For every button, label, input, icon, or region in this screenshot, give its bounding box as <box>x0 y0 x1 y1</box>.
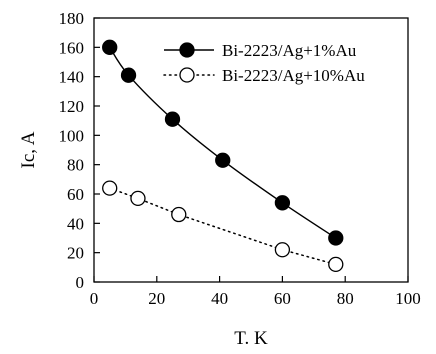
data-point-series-0 <box>164 111 181 127</box>
data-point-series-1 <box>102 180 118 196</box>
data-point-series-0 <box>215 152 231 168</box>
data-point-series-1 <box>130 190 146 207</box>
x-axis-title: T. K <box>234 328 268 349</box>
x-tick-label: 80 <box>337 289 354 308</box>
data-point-series-1 <box>274 242 291 258</box>
y-tick-label: 80 <box>67 156 84 175</box>
legend-label-0: Bi-2223/Ag+1%Au <box>222 41 357 60</box>
data-point-series-1 <box>328 256 344 273</box>
x-tick-label: 100 <box>395 289 421 308</box>
data-point-series-1 <box>171 206 187 223</box>
plot-frame <box>93 17 409 283</box>
series-points <box>102 39 344 273</box>
y-tick-label: 60 <box>67 185 84 204</box>
data-point-series-0 <box>274 195 291 211</box>
y-tick-label: 140 <box>59 68 85 87</box>
legend-marker-0 <box>179 42 195 58</box>
x-tick-label: 60 <box>274 289 291 308</box>
y-tick-label: 40 <box>67 214 84 233</box>
y-tick-label: 160 <box>59 38 85 57</box>
legend-marker-1 <box>179 67 195 83</box>
x-tick-label: 40 <box>211 289 228 308</box>
y-tick-label: 0 <box>76 273 85 292</box>
ticks: 0 20 40 60 80 100 120 140 160 180 0 20 40 60 80 100 <box>59 9 421 308</box>
legend: Bi-2223/Ag+1%Au Bi-2223/Ag+10%Au <box>163 41 365 85</box>
legend-label-1: Bi-2223/Ag+10%Au <box>222 66 365 85</box>
y-tick-label: 180 <box>59 9 85 28</box>
y-axis-title: Ic, A <box>18 131 39 168</box>
y-tick-label: 120 <box>59 97 85 116</box>
y-tick-label: 20 <box>67 244 84 263</box>
x-tick-label: 0 <box>90 289 99 308</box>
y-tick-label: 100 <box>59 126 85 145</box>
data-point-series-0 <box>328 230 344 246</box>
data-point-series-0 <box>102 39 118 55</box>
axes <box>93 17 409 283</box>
x-tick-label: 20 <box>148 289 165 308</box>
data-point-series-0 <box>120 67 137 83</box>
